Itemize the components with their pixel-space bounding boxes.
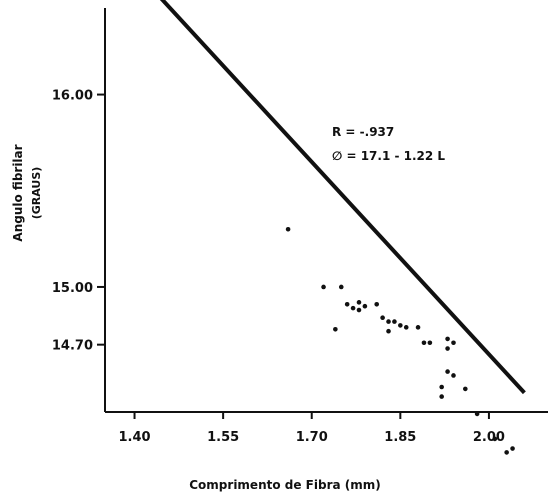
data-point <box>504 450 509 455</box>
data-point <box>492 436 498 442</box>
y-tick-label: 14.70 <box>52 339 93 354</box>
data-point <box>445 346 450 351</box>
regression-equation-annotation: ∅ = 17.1 - 1.22 L <box>332 149 445 163</box>
data-point <box>344 301 350 307</box>
data-point <box>333 326 338 332</box>
data-point <box>392 319 397 324</box>
data-points <box>285 226 515 455</box>
data-point <box>421 340 427 346</box>
data-point <box>350 305 356 311</box>
x-tick-label: 1.40 <box>118 430 150 445</box>
axes <box>104 8 548 413</box>
data-point <box>321 284 326 290</box>
regression-line <box>159 0 526 395</box>
data-point <box>415 325 421 330</box>
y-axis-ticks: 14.70 15.00 16.00 <box>52 89 105 354</box>
correlation-annotation: R = -.937 <box>332 125 394 139</box>
regression-line-layer <box>159 0 526 395</box>
x-tick-label: 1.55 <box>207 430 239 445</box>
data-point <box>374 301 380 307</box>
data-point <box>445 369 450 374</box>
data-point <box>398 323 403 328</box>
x-tick-label: 1.70 <box>296 430 328 445</box>
x-tick-label: 1.85 <box>384 430 416 445</box>
data-point <box>338 284 344 290</box>
data-point <box>362 303 368 309</box>
x-tick-label: 2.00 <box>473 430 505 445</box>
data-point <box>474 411 480 417</box>
data-point <box>510 446 515 451</box>
y-tick-label: 15.00 <box>52 281 93 296</box>
data-point <box>285 226 291 232</box>
data-point <box>386 328 391 334</box>
data-point <box>356 300 362 305</box>
y-axis-unit: (GRAUS) <box>30 167 43 220</box>
data-point <box>445 336 450 342</box>
data-point <box>439 394 444 399</box>
data-point <box>386 319 391 324</box>
y-tick-label: 16.00 <box>52 89 93 104</box>
data-point <box>403 325 409 330</box>
data-point <box>451 373 456 378</box>
x-axis-ticks: 1.40 1.55 1.70 1.85 2.00 <box>118 412 505 445</box>
data-point <box>463 386 468 392</box>
data-point <box>380 315 385 321</box>
data-point <box>427 340 433 346</box>
data-point <box>439 384 444 390</box>
data-point <box>451 340 456 346</box>
y-axis-title: Angulo fibrilar <box>11 144 25 241</box>
x-axis-title: Comprimento de Fibra (mm) <box>189 478 381 492</box>
data-point <box>356 307 362 313</box>
